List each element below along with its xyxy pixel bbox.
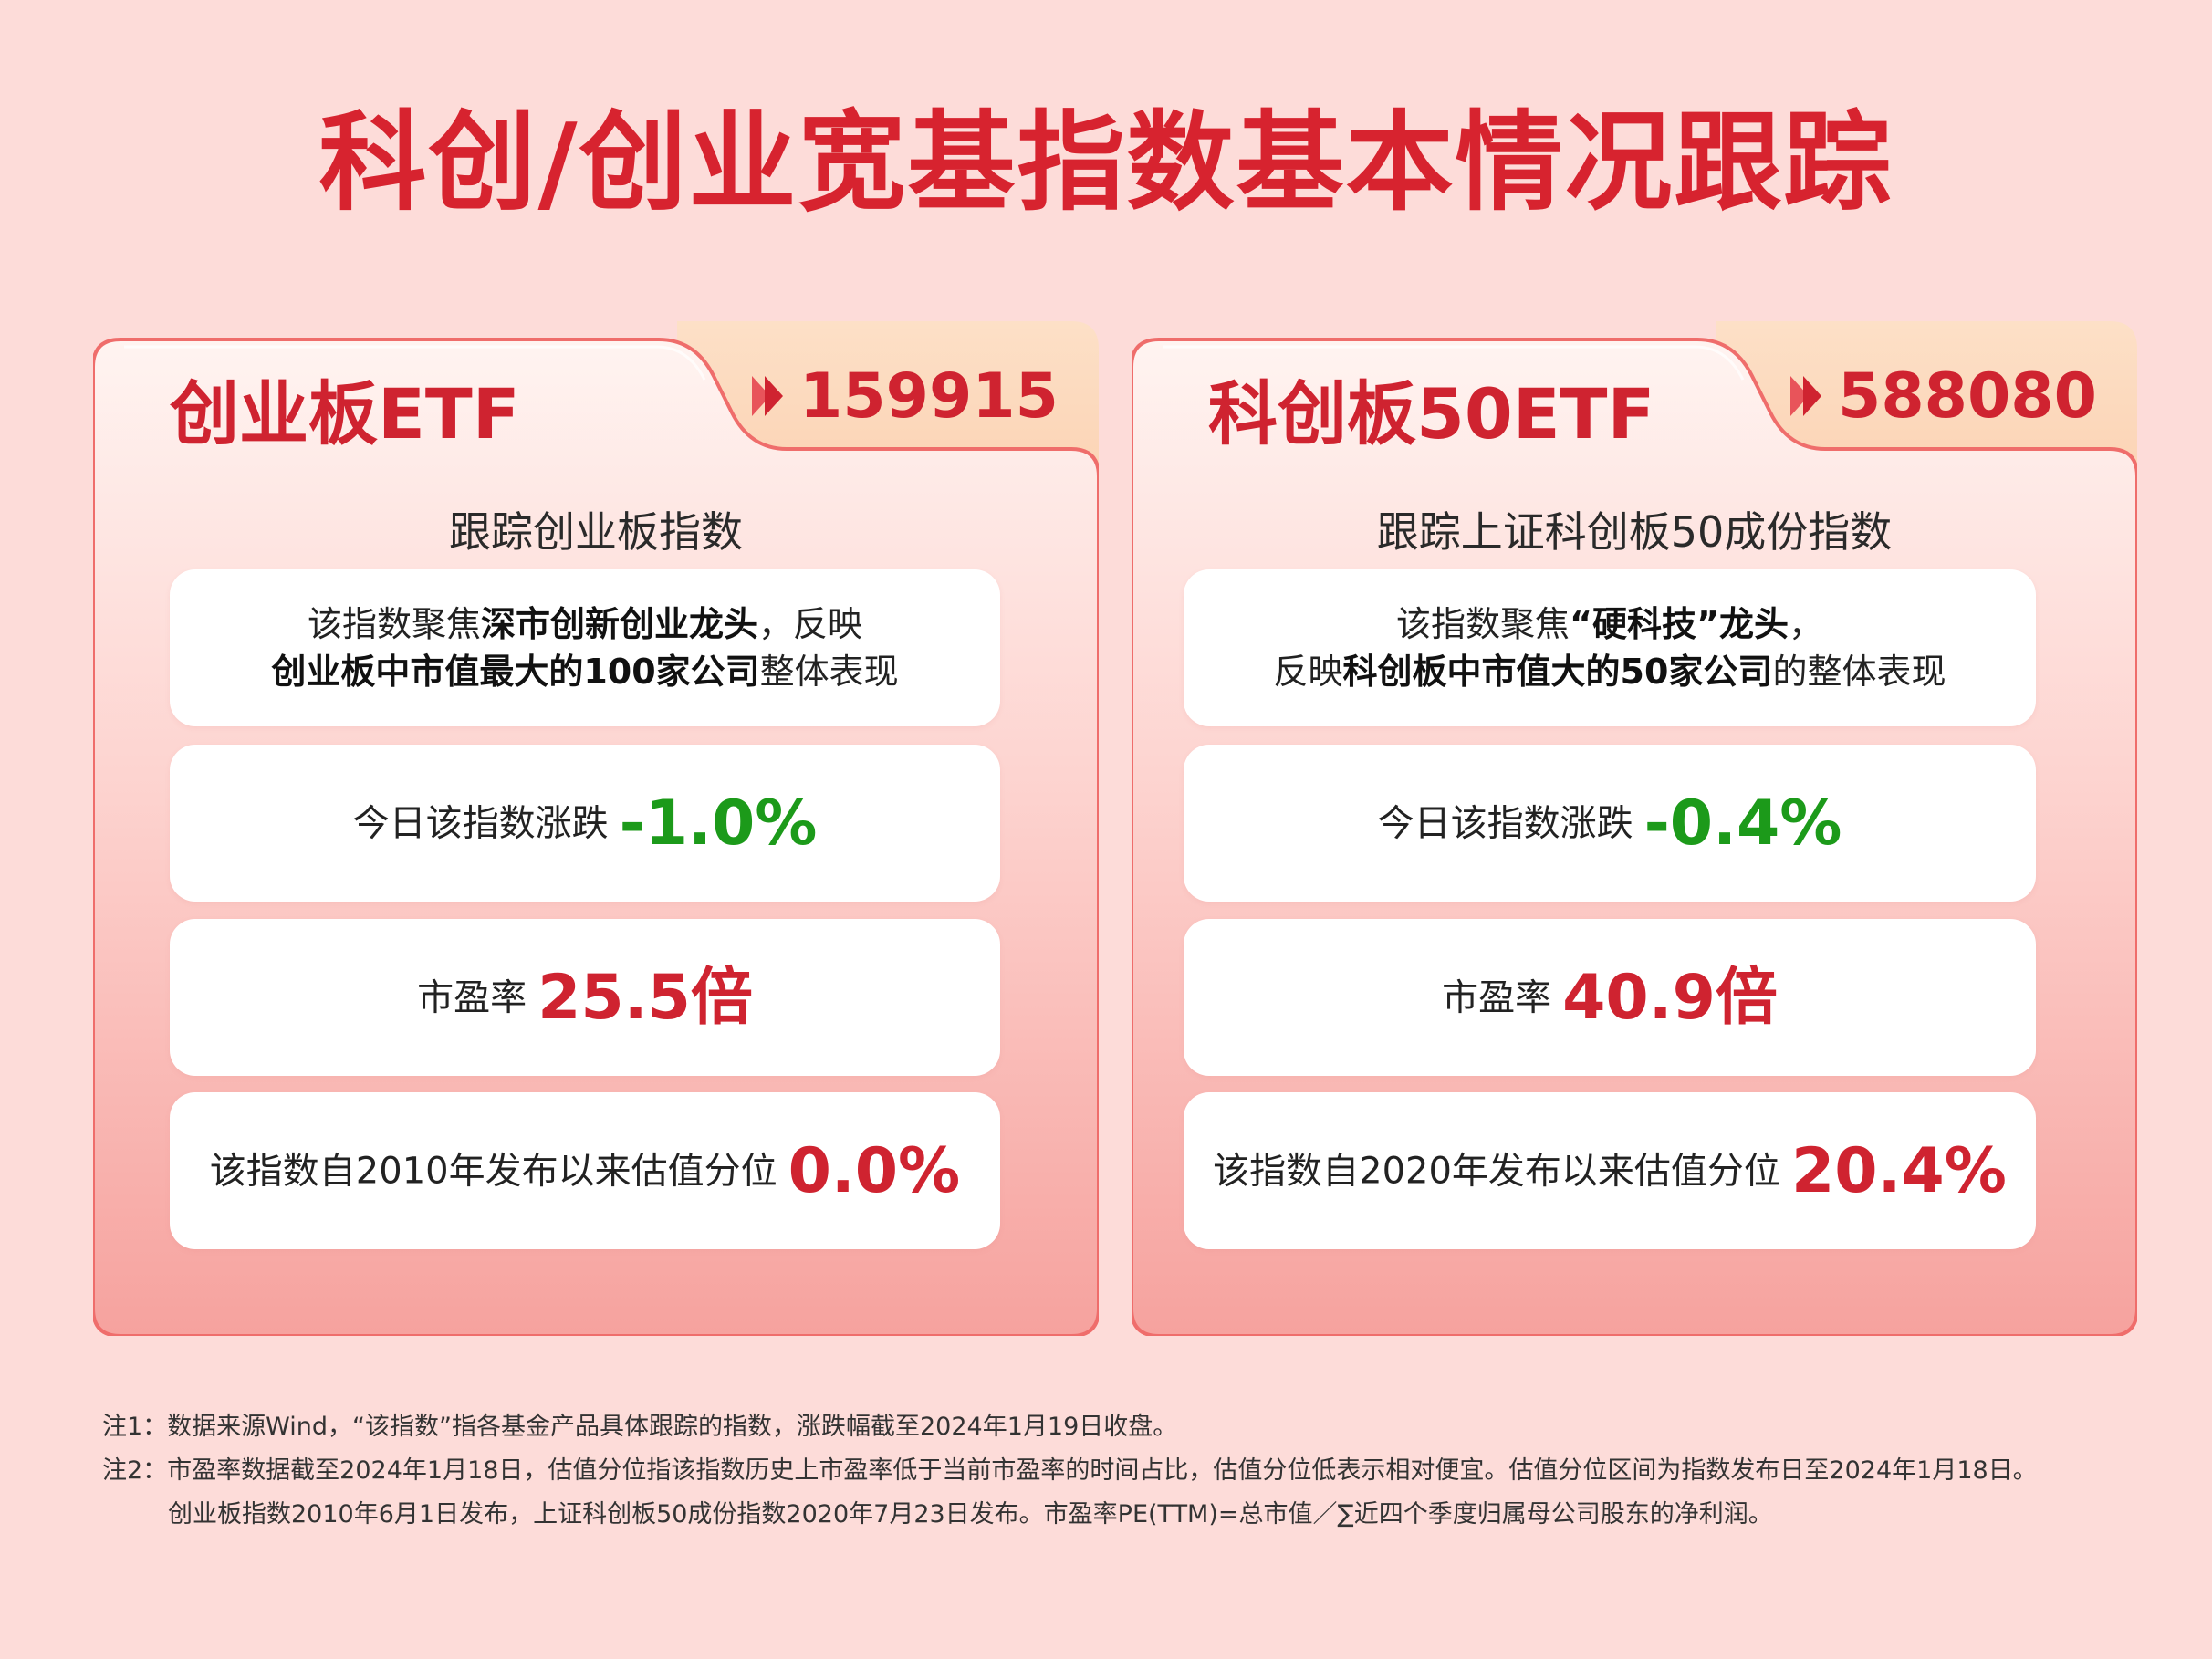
valuation-percentile-value: 0.0% xyxy=(788,1134,961,1207)
etf-card-star50: 科创板50ETF 588080 跟踪上证科创板50成份指数 该指数聚焦“硬科技”… xyxy=(1132,321,2137,1336)
pe-ratio-value: 40.9倍 xyxy=(1562,961,1778,1034)
fund-code-tab: 588080 xyxy=(1789,347,2135,447)
description-line-1: 该指数聚焦“硬科技”龙头， xyxy=(1396,604,1823,644)
play-arrow-icon xyxy=(752,376,783,416)
daily-change-value: -0.4% xyxy=(1643,787,1842,860)
page-title: 科创/创业宽基指数基本情况跟踪 xyxy=(318,99,1894,225)
valuation-percentile-panel: 该指数自2010年发布以来估值分位 0.0% xyxy=(170,1092,1000,1249)
index-description-panel: 该指数聚焦“硬科技”龙头， 反映科创板中市值大的50家公司的整体表现 xyxy=(1184,569,2036,726)
card-fund-name: 科创板50ETF xyxy=(1208,373,1655,454)
footnotes: 注1：数据来源Wind，“该指数”指各基金产品具体跟踪的指数，涨跌幅截至2024… xyxy=(102,1405,2201,1537)
daily-change-label: 今日该指数涨跌 xyxy=(1377,802,1633,845)
fund-code-tab: 159915 xyxy=(750,347,1097,447)
description-line-2: 反映科创板中市值大的50家公司的整体表现 xyxy=(1273,652,1946,692)
footnote-1: 注1：数据来源Wind，“该指数”指各基金产品具体跟踪的指数，涨跌幅截至2024… xyxy=(102,1413,1178,1441)
pe-ratio-panel: 市盈率 25.5倍 xyxy=(170,919,1000,1076)
play-arrow-icon xyxy=(1790,376,1821,416)
description-line-2: 创业板中市值最大的100家公司整体表现 xyxy=(271,652,899,692)
pe-ratio-label: 市盈率 xyxy=(1442,976,1552,1019)
fund-code: 159915 xyxy=(799,360,1059,433)
footnote-2: 注2：市盈率数据截至2024年1月18日，估值分位指该指数历史上市盈率低于当前市… xyxy=(102,1456,2038,1485)
footnote-2-continued: 创业板指数2010年6月1日发布，上证科创板50成份指数2020年7月23日发布… xyxy=(168,1500,1773,1529)
card-fund-name: 创业板ETF xyxy=(170,373,520,454)
daily-change-panel: 今日该指数涨跌 -1.0% xyxy=(170,745,1000,902)
fund-code: 588080 xyxy=(1838,360,2097,433)
daily-change-panel: 今日该指数涨跌 -0.4% xyxy=(1184,745,2036,902)
index-description-panel: 该指数聚焦深市创新创业龙头，反映 创业板中市值最大的100家公司整体表现 xyxy=(170,569,1000,726)
pe-ratio-panel: 市盈率 40.9倍 xyxy=(1184,919,2036,1076)
pe-ratio-value: 25.5倍 xyxy=(537,961,753,1034)
etf-card-chinext: 创业板ETF 159915 跟踪创业板指数 该指数聚焦深市创新创业龙头，反映 创… xyxy=(93,321,1099,1336)
valuation-percentile-label: 该指数自2010年发布以来估值分位 xyxy=(209,1150,777,1193)
valuation-percentile-panel: 该指数自2020年发布以来估值分位 20.4% xyxy=(1184,1092,2036,1249)
daily-change-label: 今日该指数涨跌 xyxy=(352,802,609,845)
valuation-percentile-label: 该指数自2020年发布以来估值分位 xyxy=(1213,1150,1780,1193)
tracked-index-subtitle: 跟踪上证科创板50成份指数 xyxy=(1376,507,1893,557)
description-line-1: 该指数聚焦深市创新创业龙头，反映 xyxy=(307,604,863,644)
daily-change-value: -1.0% xyxy=(619,787,818,860)
tracked-index-subtitle: 跟踪创业板指数 xyxy=(449,507,743,557)
pe-ratio-label: 市盈率 xyxy=(417,976,527,1019)
valuation-percentile-value: 20.4% xyxy=(1790,1134,2007,1207)
